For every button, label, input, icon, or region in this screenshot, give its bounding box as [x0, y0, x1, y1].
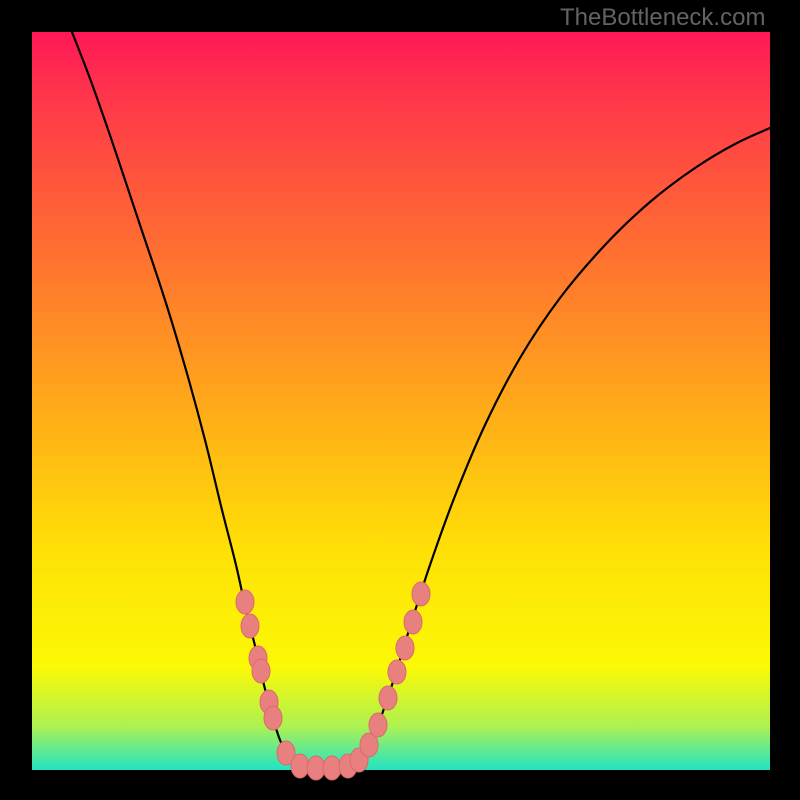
marker-point — [404, 610, 422, 634]
marker-point — [291, 754, 309, 778]
marker-point — [396, 636, 414, 660]
marker-point — [236, 590, 254, 614]
chart-svg — [0, 0, 800, 800]
watermark-text: TheBottleneck.com — [560, 4, 765, 32]
curve-group — [72, 32, 770, 768]
marker-point — [379, 686, 397, 710]
marker-point — [264, 706, 282, 730]
chart-container: TheBottleneck.com — [0, 0, 800, 800]
marker-point — [412, 582, 430, 606]
marker-point — [323, 756, 341, 780]
marker-point — [241, 614, 259, 638]
bottleneck-curve — [72, 32, 770, 768]
marker-point — [252, 659, 270, 683]
markers-group — [236, 582, 430, 780]
marker-point — [369, 713, 387, 737]
marker-point — [388, 660, 406, 684]
marker-point — [307, 756, 325, 780]
